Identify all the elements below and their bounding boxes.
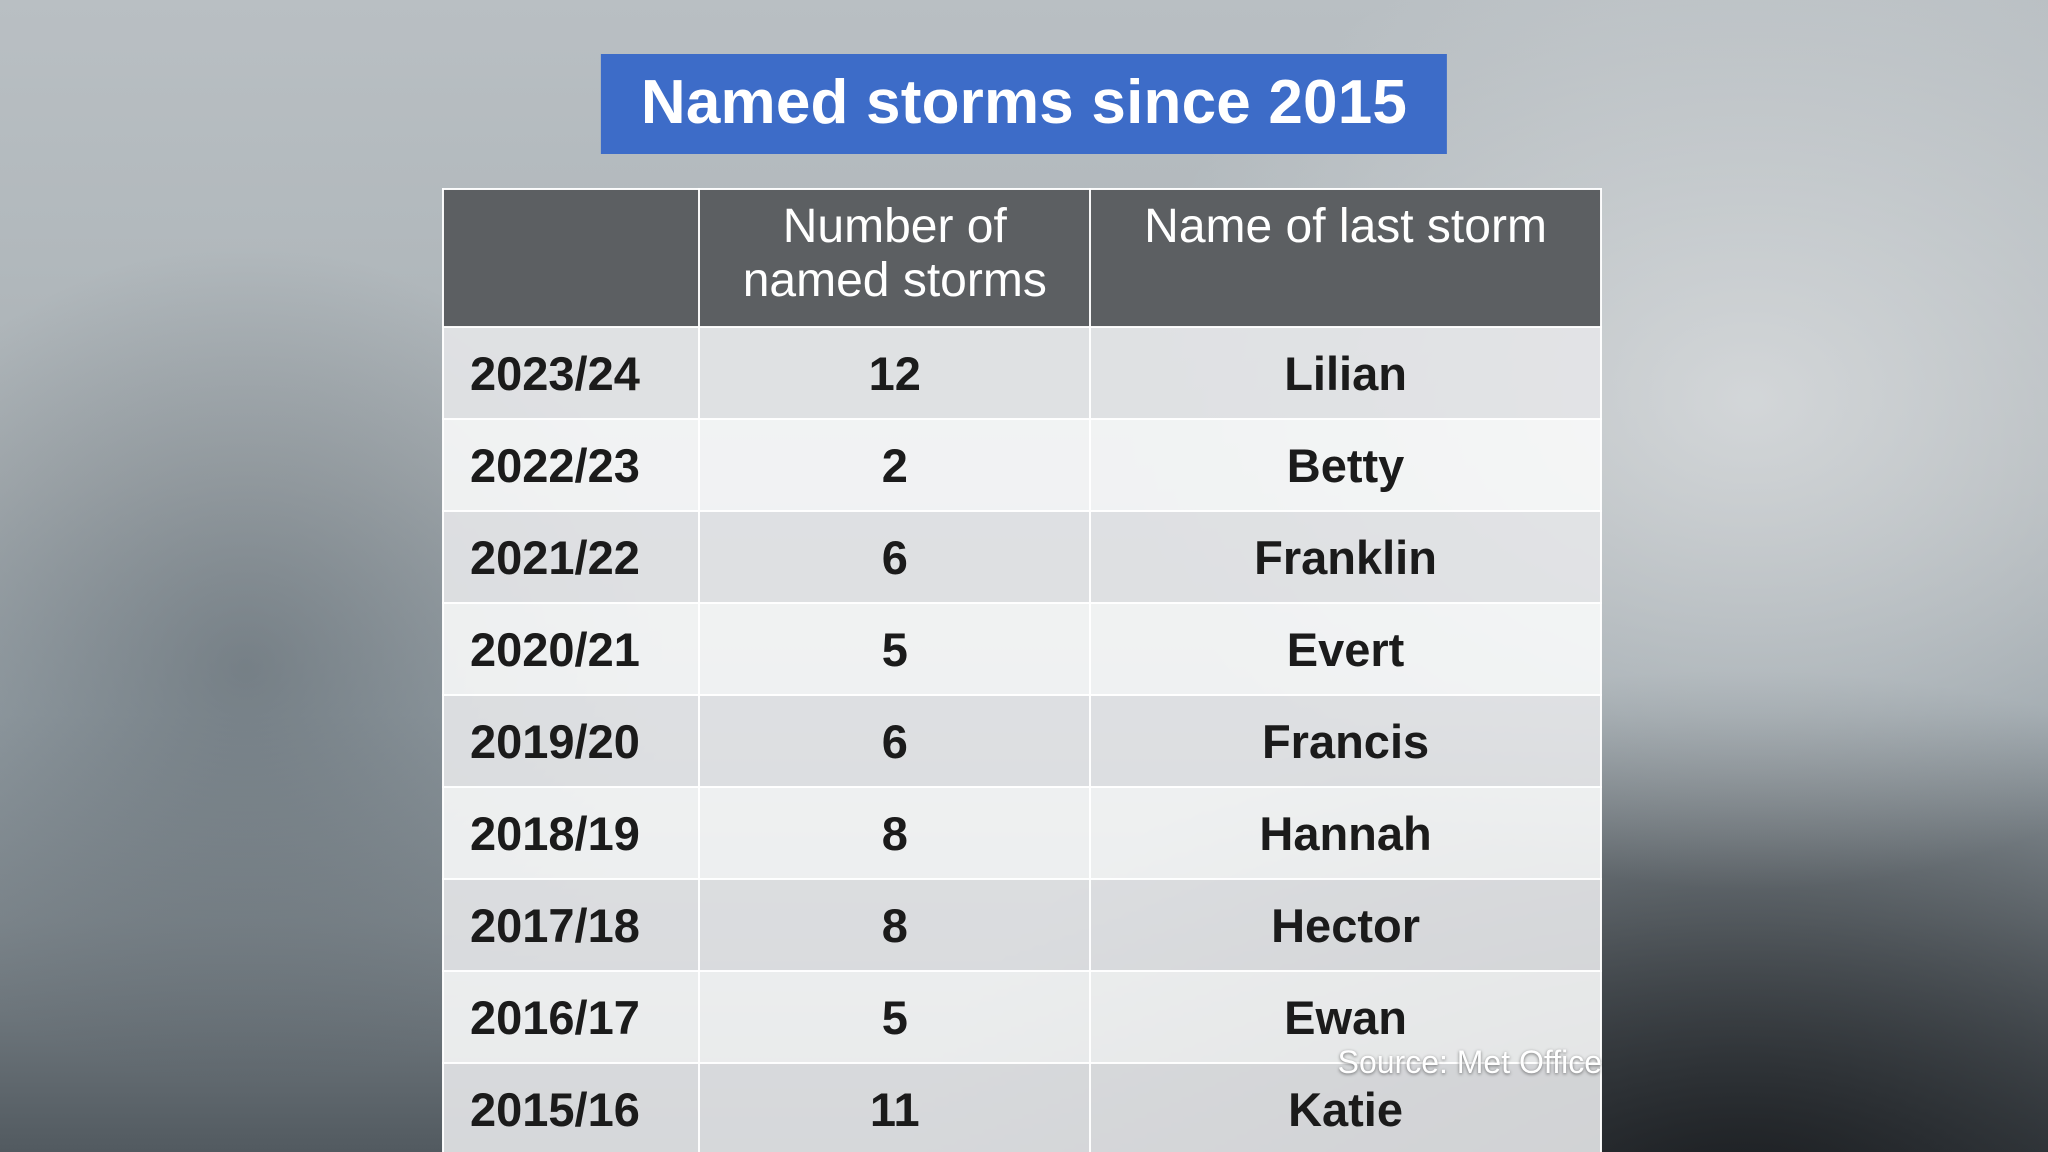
cell-count: 8 <box>699 787 1090 879</box>
title-text: Named storms since 2015 <box>641 68 1407 137</box>
cell-season: 2016/17 <box>443 971 699 1063</box>
table-row: 2018/198Hannah <box>443 787 1601 879</box>
cell-last-storm: Lilian <box>1090 327 1601 419</box>
cell-last-storm: Hannah <box>1090 787 1601 879</box>
storm-table-container: Number of named storms Name of last stor… <box>442 188 1602 1152</box>
table-row: 2022/232Betty <box>443 419 1601 511</box>
cell-count: 5 <box>699 971 1090 1063</box>
table-row: 2023/2412Lilian <box>443 327 1601 419</box>
cell-season: 2020/21 <box>443 603 699 695</box>
cell-count: 12 <box>699 327 1090 419</box>
cell-season: 2021/22 <box>443 511 699 603</box>
cell-count: 5 <box>699 603 1090 695</box>
cell-season: 2018/19 <box>443 787 699 879</box>
cell-count: 6 <box>699 695 1090 787</box>
table-row: 2017/188Hector <box>443 879 1601 971</box>
source-attribution: Source: Met Office <box>1338 1044 1602 1081</box>
cell-last-storm: Betty <box>1090 419 1601 511</box>
cell-count: 11 <box>699 1063 1090 1152</box>
table-row: 2021/226Franklin <box>443 511 1601 603</box>
storm-infographic: Named storms since 2015 Number of named … <box>0 0 2048 1152</box>
table-body: 2023/2412Lilian 2022/232Betty 2021/226Fr… <box>443 327 1601 1152</box>
table-header: Number of named storms Name of last stor… <box>443 189 1601 327</box>
storm-table: Number of named storms Name of last stor… <box>442 188 1602 1152</box>
cell-season: 2023/24 <box>443 327 699 419</box>
cell-season: 2022/23 <box>443 419 699 511</box>
cell-last-storm: Hector <box>1090 879 1601 971</box>
table-row: 2020/215Evert <box>443 603 1601 695</box>
table-row: 2019/206Francis <box>443 695 1601 787</box>
cell-last-storm: Francis <box>1090 695 1601 787</box>
title-banner: Named storms since 2015 <box>601 54 1447 154</box>
col-header-last-storm: Name of last storm <box>1090 189 1601 327</box>
cell-season: 2017/18 <box>443 879 699 971</box>
cell-last-storm: Evert <box>1090 603 1601 695</box>
cell-last-storm: Franklin <box>1090 511 1601 603</box>
cell-count: 8 <box>699 879 1090 971</box>
cell-season: 2019/20 <box>443 695 699 787</box>
cell-count: 2 <box>699 419 1090 511</box>
cell-season: 2015/16 <box>443 1063 699 1152</box>
col-header-season <box>443 189 699 327</box>
col-header-count: Number of named storms <box>699 189 1090 327</box>
cell-count: 6 <box>699 511 1090 603</box>
